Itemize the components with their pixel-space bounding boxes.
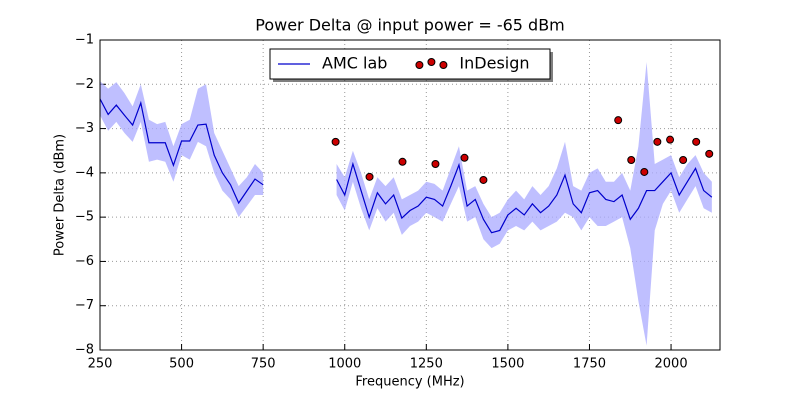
scatter-point: [479, 175, 488, 184]
x-tick-label: 1500: [491, 357, 524, 372]
x-tick-label: 750: [251, 357, 276, 372]
legend-marker: [415, 61, 424, 69]
scatter-point: [365, 172, 374, 181]
legend-marker: [439, 61, 448, 69]
plot-frame: [99, 39, 721, 351]
x-axis-label: Frequency (MHz): [355, 375, 464, 390]
scatter-point: [627, 156, 636, 165]
scatter-point: [666, 135, 675, 144]
x-tick-label: 500: [169, 357, 194, 372]
legend-marker: [427, 58, 436, 66]
y-tick-label: −2: [75, 77, 94, 92]
legend-label: AMC lab: [322, 54, 387, 73]
scatter-point: [431, 160, 440, 168]
y-tick-label: −7: [75, 298, 94, 313]
scatter-point: [692, 137, 701, 146]
scatter-point: [460, 153, 469, 162]
band: [336, 62, 712, 346]
x-tick-label: 250: [88, 357, 113, 372]
y-tick-label: −4: [75, 165, 94, 180]
y-axis-label: Power Delta (dBm): [53, 134, 68, 256]
scatter-point: [331, 137, 340, 146]
scatter-point: [705, 149, 714, 158]
x-tick-label: 1000: [328, 357, 361, 372]
legend-label: InDesign: [459, 54, 529, 73]
y-tick-label: −8: [75, 343, 94, 358]
x-tick-label: 1250: [410, 357, 443, 372]
x-tick-label: 1750: [573, 357, 606, 372]
scatter-point: [679, 156, 688, 165]
scatter-point: [653, 137, 662, 146]
y-tick-label: −5: [75, 210, 94, 225]
x-tick-label: 2000: [655, 357, 688, 372]
scatter-point: [640, 167, 649, 176]
scatter-point: [398, 157, 407, 166]
y-tick-label: −3: [75, 121, 94, 136]
scatter-point: [614, 116, 623, 125]
y-tick-label: −6: [75, 254, 94, 269]
band: [100, 81, 264, 218]
line: [99, 98, 713, 234]
y-tick-label: −1: [75, 33, 94, 48]
chart-title: Power Delta @ input power = -65 dBm: [255, 16, 565, 35]
legend: [269, 48, 551, 80]
